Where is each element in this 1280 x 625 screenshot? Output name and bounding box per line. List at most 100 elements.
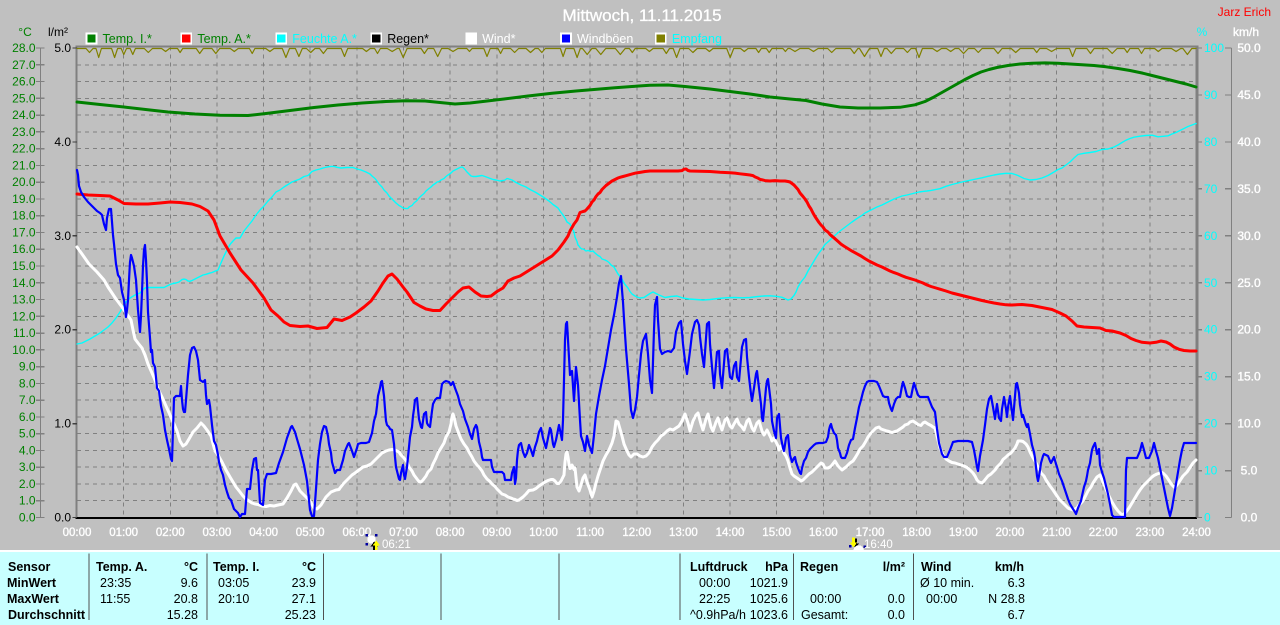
svg-text:6.0: 6.0 [19,410,36,424]
svg-text:24:00: 24:00 [1182,527,1211,539]
svg-text:20.0: 20.0 [1237,323,1261,337]
svg-text:27.0: 27.0 [12,58,36,72]
svg-text:12.0: 12.0 [12,309,36,323]
svg-text:0: 0 [1204,511,1211,525]
svg-text:9.6: 9.6 [181,576,198,590]
svg-text:2.0: 2.0 [54,323,71,337]
svg-text:80: 80 [1204,135,1218,149]
svg-text:1021.9: 1021.9 [750,576,788,590]
svg-text:03:05: 03:05 [218,576,249,590]
svg-text:00:00: 00:00 [699,576,730,590]
svg-text:hPa: hPa [765,560,789,574]
svg-text:03:00: 03:00 [203,527,232,539]
svg-text:Temp. I.*: Temp. I.* [103,32,152,46]
svg-text:07:00: 07:00 [389,527,418,539]
svg-text:09:00: 09:00 [482,527,511,539]
svg-text:Jarz Erich: Jarz Erich [1218,5,1271,19]
svg-text:27.1: 27.1 [292,592,316,606]
svg-text:25.23: 25.23 [285,608,316,622]
svg-text:00:00: 00:00 [810,592,841,606]
svg-text:1025.6: 1025.6 [750,592,788,606]
svg-text:40.0: 40.0 [1237,135,1261,149]
svg-text:11:55: 11:55 [100,592,130,606]
svg-text:3.0: 3.0 [19,460,36,474]
svg-text:15:00: 15:00 [762,527,791,539]
svg-text:°C: °C [184,560,198,574]
svg-text:10.0: 10.0 [12,343,36,357]
svg-text:4.0: 4.0 [19,443,36,457]
svg-text:20.0: 20.0 [12,175,36,189]
svg-text:MinWert: MinWert [7,576,57,590]
svg-text:7.0: 7.0 [19,393,36,407]
svg-text:05:00: 05:00 [296,527,325,539]
svg-text:Mittwoch, 11.11.2015: Mittwoch, 11.11.2015 [562,6,721,25]
svg-text:%: % [1197,25,1208,39]
svg-text:15.28: 15.28 [167,608,198,622]
svg-text:19:00: 19:00 [949,527,978,539]
svg-text:100: 100 [1204,41,1224,55]
svg-text:25.0: 25.0 [12,91,36,105]
svg-text:Windböen: Windböen [577,32,633,46]
svg-text:11.0: 11.0 [13,326,36,340]
svg-text:8.0: 8.0 [19,376,36,390]
svg-text:01:00: 01:00 [109,527,138,539]
svg-text:Regen: Regen [800,560,838,574]
svg-text:°C: °C [18,25,32,39]
svg-text:Wind*: Wind* [482,32,515,46]
svg-text:23:35: 23:35 [100,576,131,590]
svg-text:15.0: 15.0 [1237,370,1261,384]
svg-text:Gesamt:: Gesamt: [801,608,848,622]
svg-text:10.0: 10.0 [1237,417,1261,431]
svg-text:1.0: 1.0 [54,417,71,431]
svg-text:00:00: 00:00 [926,592,957,606]
svg-text:0.0: 0.0 [888,608,905,622]
svg-text:0.0: 0.0 [1241,511,1258,525]
svg-text:Temp. A.: Temp. A. [96,560,147,574]
svg-text:Regen*: Regen* [387,32,429,46]
svg-text:20: 20 [1204,417,1218,431]
svg-text:1023.6: 1023.6 [750,608,788,622]
svg-text:N 28.8: N 28.8 [988,592,1025,606]
svg-text:12:00: 12:00 [622,527,651,539]
svg-text:km/h: km/h [1233,25,1259,39]
svg-text:15.0: 15.0 [12,259,36,273]
svg-text:Temp. A.*: Temp. A.* [197,32,251,46]
svg-text:17.0: 17.0 [12,225,36,239]
svg-text:Temp. I.: Temp. I. [213,560,259,574]
svg-text:19.0: 19.0 [12,192,36,206]
svg-text:60: 60 [1204,229,1218,243]
svg-text:50.0: 50.0 [1237,41,1261,55]
svg-text:9.0: 9.0 [19,360,36,374]
svg-text:22:25: 22:25 [699,592,730,606]
svg-text:Sensor: Sensor [8,560,51,574]
svg-text:14:00: 14:00 [716,527,745,539]
svg-text:06:00: 06:00 [343,527,372,539]
svg-text:3.0: 3.0 [54,229,71,243]
svg-text:Empfang: Empfang [672,32,722,46]
svg-text:Durchschnitt: Durchschnitt [8,608,86,622]
svg-text:20:10: 20:10 [218,592,249,606]
svg-text:24.0: 24.0 [12,108,36,122]
svg-text:70: 70 [1204,182,1218,196]
svg-text:23.0: 23.0 [12,125,36,139]
svg-text:0.0: 0.0 [888,592,905,606]
svg-text:16.0: 16.0 [12,242,36,256]
svg-text:23:00: 23:00 [1136,527,1165,539]
svg-text:1.0: 1.0 [19,494,36,508]
svg-text:00:00: 00:00 [63,527,92,539]
svg-text:21.0: 21.0 [12,158,36,172]
svg-text:30.0: 30.0 [1237,229,1261,243]
svg-text:22:00: 22:00 [1089,527,1118,539]
svg-text:Luftdruck: Luftdruck [690,560,748,574]
svg-text:23.9: 23.9 [292,576,316,590]
svg-text:l/m²: l/m² [48,25,68,39]
svg-text:^0.9hPa/h: ^0.9hPa/h [690,608,746,622]
svg-text:MaxWert: MaxWert [7,592,60,606]
svg-text:40: 40 [1204,323,1218,337]
svg-text:6.7: 6.7 [1008,608,1025,622]
svg-text:5.0: 5.0 [54,41,71,55]
svg-text:17:00: 17:00 [856,527,885,539]
svg-text:08:00: 08:00 [436,527,465,539]
svg-text:22.0: 22.0 [12,142,36,156]
svg-text:21:00: 21:00 [1042,527,1071,539]
